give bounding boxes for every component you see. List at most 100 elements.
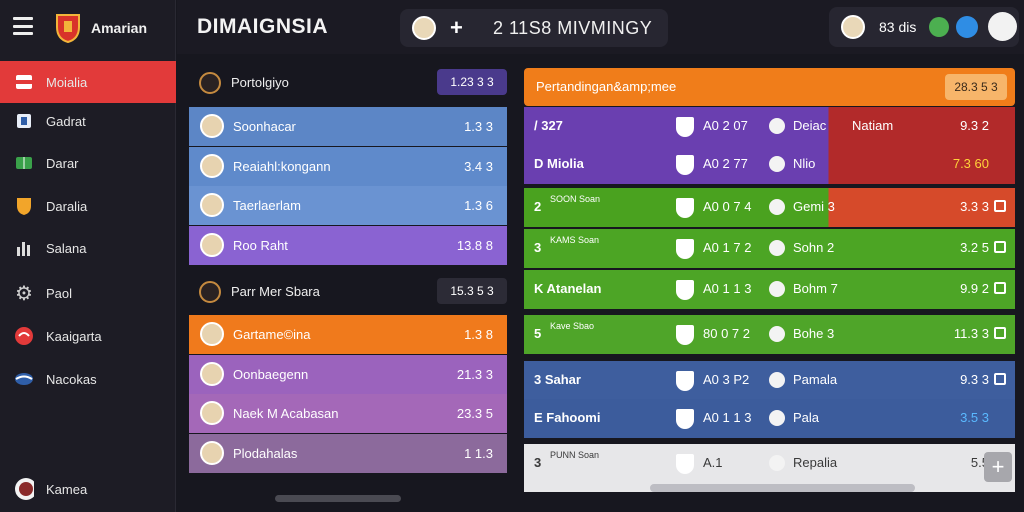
status-badge-icon[interactable] — [929, 17, 949, 37]
match-score: A0 2 07 — [703, 118, 748, 133]
team-shield-icon — [676, 371, 694, 391]
ball-icon — [14, 326, 34, 346]
menu-icon[interactable] — [13, 17, 33, 35]
shield-icon — [14, 196, 34, 216]
match-subtitle: SOON Soan — [550, 194, 601, 204]
list-item[interactable]: Reaiahl:kongann 3.4 3 — [189, 146, 507, 186]
match-row[interactable]: 2 SOON Soan A0 0 7 4 Gemi 3 3.3 3 — [524, 188, 1015, 227]
team-name: Bohe 3 — [793, 326, 835, 341]
right-panel-header: Pertandingan&amp;mee 28.3 5 3 — [524, 68, 1015, 106]
right-scrollbar[interactable] — [650, 484, 915, 492]
match-row[interactable]: K Atanelan A0 1 1 3 Bohm 7 9.9 2 — [524, 270, 1015, 309]
match-rank: / 327 — [534, 118, 563, 133]
ball-icon — [769, 326, 785, 342]
list-item-value: 21.3 3 — [456, 366, 493, 382]
match-odds[interactable]: 3.5 3 — [960, 410, 989, 425]
match-odds[interactable]: 9.9 2 — [960, 281, 989, 296]
sidebar-item-gadrat[interactable]: Gadrat — [0, 100, 176, 142]
list-item-name: Gartame©ina — [233, 327, 311, 342]
select-checkbox[interactable] — [994, 200, 1006, 212]
select-checkbox[interactable] — [994, 241, 1006, 253]
sidebar-footer-label: Kamea — [46, 481, 88, 497]
list-item[interactable]: Naek M Acabasan 23.3 5 — [189, 394, 507, 433]
match-row[interactable]: 3 PUNN Soan A.1 Repalia 5.5 — [524, 444, 1015, 492]
match-row[interactable]: 5 Kave Sbao 80 0 7 2 Bohe 3 11.3 3 — [524, 315, 1015, 354]
team-name: Repalia — [793, 455, 838, 470]
match-odds[interactable]: 9.3 2 — [960, 118, 989, 133]
list-item-value: 3.4 3 — [464, 158, 493, 174]
team-name: Sohn 2 — [793, 240, 835, 255]
sidebar-item-paol[interactable]: ⚙ Paol — [0, 272, 176, 314]
ball-icon — [769, 118, 785, 134]
match-odds[interactable]: 7.3 60 — [952, 156, 989, 171]
list-item-name: Roo Raht — [233, 237, 288, 253]
team-shield-icon — [676, 155, 694, 175]
match-score: A0 0 7 4 — [703, 199, 752, 214]
match-score: A0 1 1 3 — [703, 281, 752, 296]
ball-icon — [769, 156, 785, 172]
list-item[interactable]: Soonhacar 1.3 3 — [189, 107, 507, 146]
team-name: Bohm 7 — [793, 281, 838, 296]
avatar — [200, 322, 224, 346]
right-panel-chip[interactable]: 28.3 5 3 — [945, 74, 1007, 100]
sidebar-item-nacokas[interactable]: Nacokas — [0, 358, 176, 400]
match-row[interactable]: E Fahoomi A0 1 1 3 Pala 3.5 3 — [524, 399, 1015, 438]
match-rank: K Atanelan — [534, 281, 602, 296]
team-shield-icon — [676, 198, 694, 218]
list-item[interactable]: Roo Raht 13.8 8 — [189, 225, 507, 265]
list-item-value: 1.3 3 — [464, 119, 493, 134]
sidebar-item-salana[interactable]: Salana — [0, 227, 176, 269]
select-checkbox[interactable] — [994, 373, 1006, 385]
section-chip[interactable]: 15.3 5 3 — [437, 278, 507, 304]
profile-icon[interactable] — [988, 12, 1017, 41]
list-item-name: Naek M Acabasan — [233, 406, 339, 421]
match-row[interactable]: D Miolia A0 2 77 Nlio 7.3 60 — [524, 145, 1015, 184]
match-row[interactable]: / 327 A0 2 07 Deiac Natiam 9.3 2 — [524, 107, 1015, 146]
sidebar-footer-item[interactable]: Kamea — [0, 468, 176, 510]
user-pill[interactable]: 83 dis — [829, 7, 1019, 47]
list-item[interactable]: Gartame©ina 1.3 8 — [189, 315, 507, 354]
cup-icon — [14, 111, 34, 131]
match-odds[interactable]: 3.2 5 — [960, 240, 989, 255]
match-score: A.1 — [703, 455, 723, 470]
match-odds[interactable]: 3.3 3 — [960, 199, 989, 214]
avatar — [200, 114, 224, 138]
gear-icon: ⚙ — [15, 282, 33, 305]
globe-icon[interactable] — [956, 16, 978, 38]
match-rank: E Fahoomi — [534, 410, 601, 425]
section-header-portolgiyo: Portolgiyo 1.23 3 3 — [189, 65, 507, 99]
match-odds[interactable]: 9.3 3 — [960, 372, 989, 387]
match-score: A0 1 7 2 — [703, 240, 752, 255]
section-chip[interactable]: 1.23 3 3 — [437, 69, 507, 95]
sidebar-header: Amarian — [0, 0, 176, 54]
chart-icon — [14, 238, 34, 258]
ball-icon — [769, 240, 785, 256]
list-item-value: 1 1.3 — [464, 445, 493, 461]
ball-icon — [769, 455, 785, 471]
list-item[interactable]: Taerlaerlam 1.3 6 — [189, 186, 507, 225]
live-match-pill[interactable]: + 2 11S8 MIVMINGY — [400, 9, 668, 47]
left-scrollbar[interactable] — [275, 495, 401, 502]
match-odds[interactable]: 11.3 3 — [953, 326, 989, 341]
sidebar-item-daralia[interactable]: Daralia — [0, 185, 176, 227]
select-checkbox[interactable] — [994, 327, 1006, 339]
ball-icon — [769, 281, 785, 297]
match-row[interactable]: 3 Sahar A0 3 P2 Pamala 9.3 3 — [524, 361, 1015, 400]
list-item-value: 13.8 8 — [456, 237, 493, 253]
sidebar-item-label: Gadrat — [46, 113, 86, 129]
sidebar-item-moialia[interactable]: Moialia — [0, 61, 176, 103]
section-title: Portolgiyo — [231, 75, 289, 90]
match-ticker: 2 11S8 MIVMINGY — [493, 18, 653, 38]
list-item[interactable]: Plodahalas 1 1.3 — [189, 433, 507, 473]
list-item[interactable]: Oonbaegenn 21.3 3 — [189, 354, 507, 394]
add-button[interactable]: + — [984, 452, 1012, 482]
list-item-name: Plodahalas — [233, 445, 298, 461]
sidebar-item-darar[interactable]: Darar — [0, 142, 176, 184]
match-row[interactable]: 3 KAMS Soan A0 1 7 2 Sohn 2 3.2 5 — [524, 229, 1015, 268]
select-checkbox[interactable] — [994, 282, 1006, 294]
user-avatar[interactable] — [841, 15, 865, 39]
sidebar-item-kaaigarta[interactable]: Kaaigarta — [0, 315, 176, 357]
match-rank: 3 — [534, 240, 542, 255]
list-item-value: 23.3 5 — [456, 406, 493, 421]
team-name: Pala — [793, 410, 820, 425]
